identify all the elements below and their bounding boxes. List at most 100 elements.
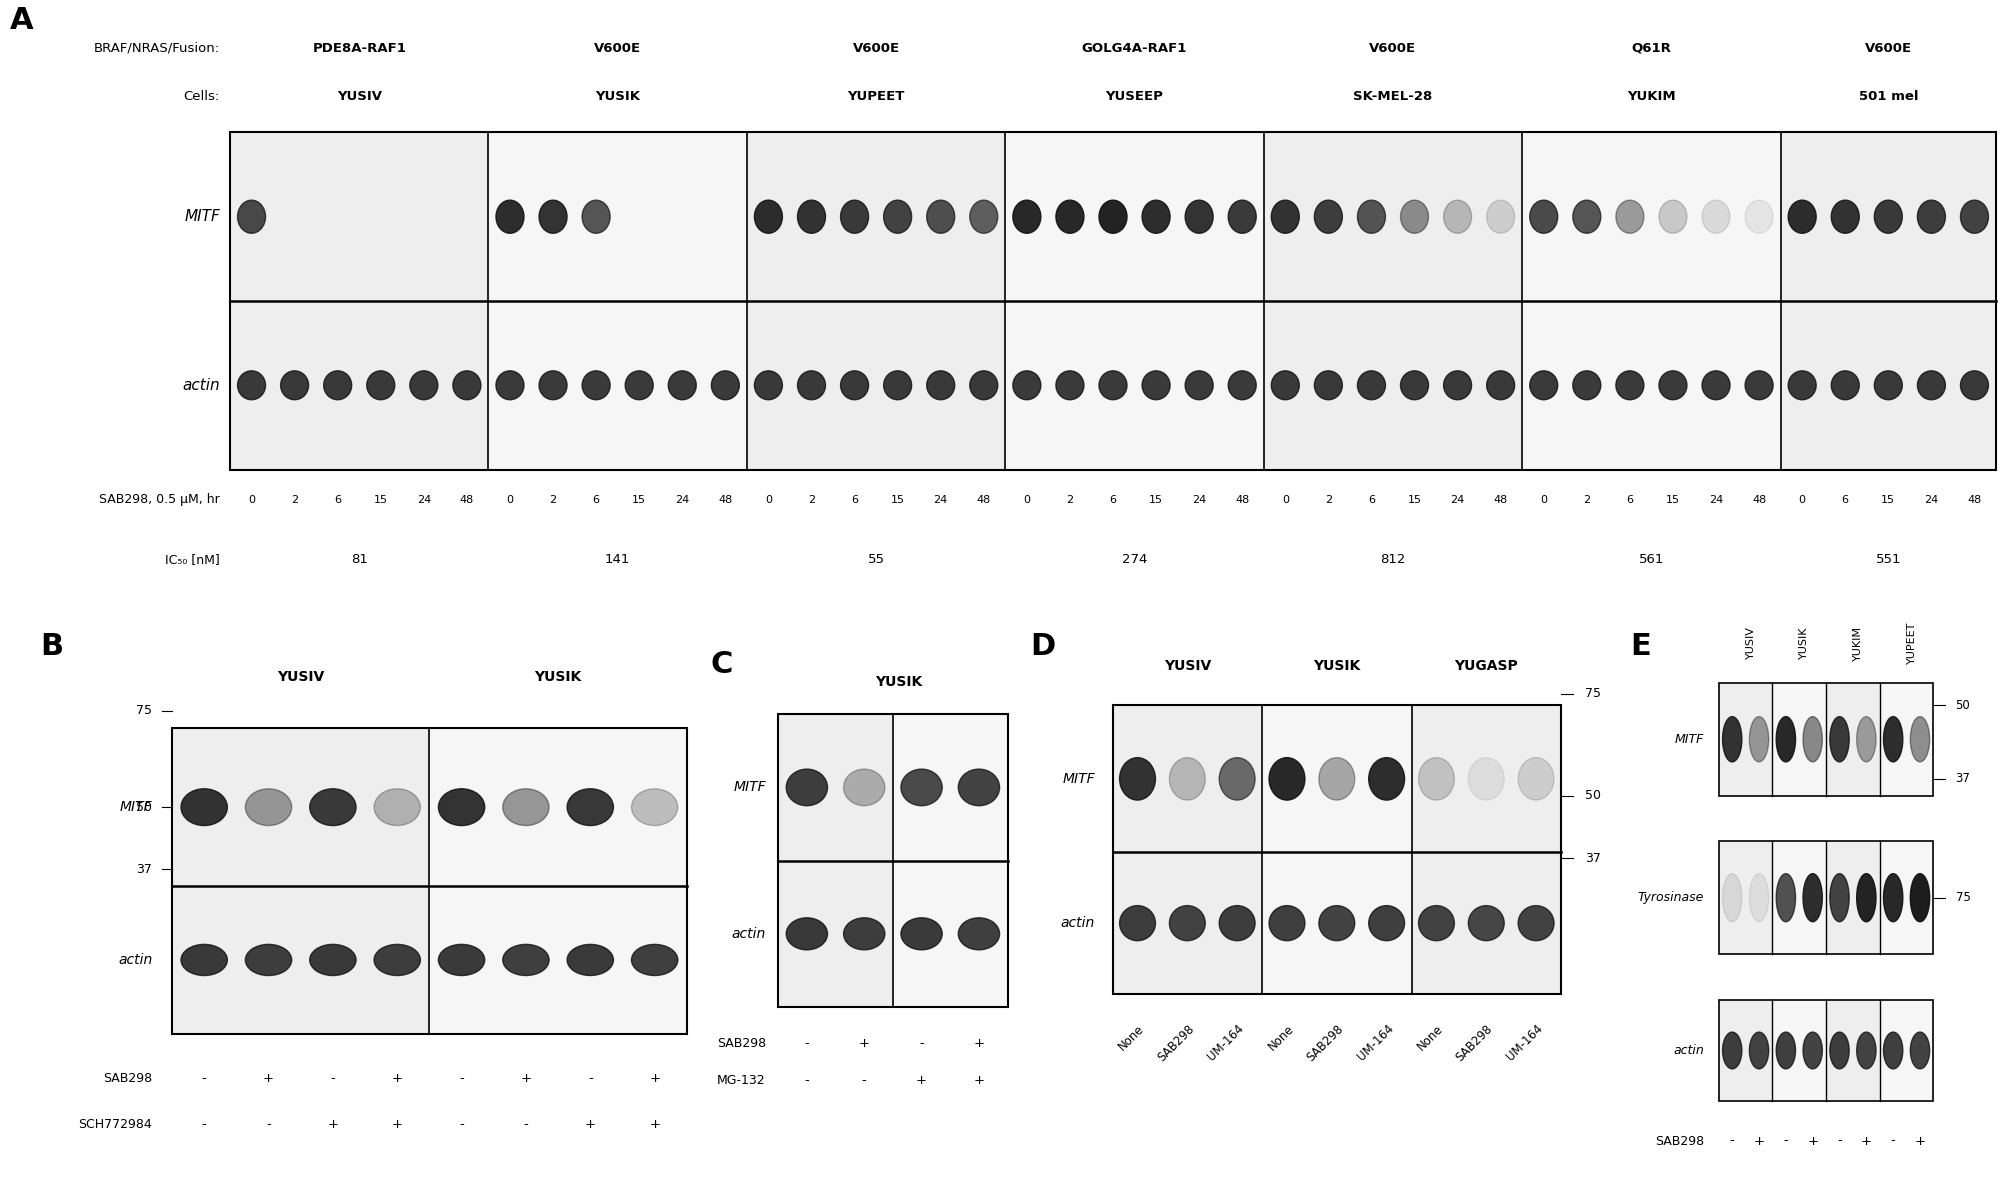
Ellipse shape bbox=[1012, 371, 1040, 400]
Ellipse shape bbox=[1722, 1032, 1742, 1069]
Ellipse shape bbox=[1832, 371, 1860, 400]
Text: 0: 0 bbox=[1798, 495, 1806, 504]
Text: YUSIK: YUSIK bbox=[876, 675, 922, 689]
Bar bbox=[1718, 842, 1772, 955]
Text: 15: 15 bbox=[1666, 495, 1680, 504]
Ellipse shape bbox=[1616, 200, 1644, 234]
Ellipse shape bbox=[1186, 371, 1214, 400]
Text: 75: 75 bbox=[136, 704, 152, 718]
Ellipse shape bbox=[1856, 1032, 1876, 1069]
Ellipse shape bbox=[568, 944, 614, 975]
Text: D: D bbox=[1030, 632, 1056, 661]
Ellipse shape bbox=[958, 769, 1000, 805]
Bar bbox=[1880, 999, 1934, 1102]
Ellipse shape bbox=[1918, 200, 1946, 234]
Bar bbox=[778, 861, 892, 1007]
Text: -: - bbox=[804, 1074, 810, 1087]
Text: PDE8A-RAF1: PDE8A-RAF1 bbox=[312, 42, 406, 54]
Ellipse shape bbox=[1530, 371, 1558, 400]
Text: -: - bbox=[1784, 1134, 1788, 1147]
Bar bbox=[1112, 706, 1262, 852]
Text: -: - bbox=[920, 1037, 924, 1050]
Ellipse shape bbox=[1776, 716, 1796, 762]
Text: SK-MEL-28: SK-MEL-28 bbox=[1354, 90, 1432, 102]
Bar bbox=[746, 301, 1006, 470]
Bar bbox=[1522, 132, 1780, 301]
Ellipse shape bbox=[1884, 1032, 1902, 1069]
Bar bbox=[1826, 999, 1880, 1102]
Ellipse shape bbox=[1572, 200, 1600, 234]
Text: SAB298: SAB298 bbox=[1154, 1022, 1196, 1064]
Bar bbox=[778, 714, 892, 861]
Ellipse shape bbox=[632, 789, 678, 826]
Bar bbox=[1880, 683, 1934, 796]
Text: 812: 812 bbox=[1380, 554, 1406, 566]
Ellipse shape bbox=[502, 789, 550, 826]
Ellipse shape bbox=[1272, 200, 1300, 234]
Text: 0: 0 bbox=[1024, 495, 1030, 504]
Bar bbox=[172, 886, 430, 1033]
Text: 48: 48 bbox=[460, 495, 474, 504]
Ellipse shape bbox=[582, 200, 610, 234]
Text: -: - bbox=[804, 1037, 810, 1050]
Text: YUSIK: YUSIK bbox=[1800, 627, 1810, 660]
Text: YUGASP: YUGASP bbox=[1454, 659, 1518, 673]
Ellipse shape bbox=[798, 371, 826, 400]
Bar bbox=[1772, 683, 1826, 796]
Ellipse shape bbox=[366, 371, 394, 400]
Text: None: None bbox=[1116, 1022, 1146, 1054]
Ellipse shape bbox=[1170, 905, 1206, 940]
Text: 6: 6 bbox=[1842, 495, 1848, 504]
Ellipse shape bbox=[496, 200, 524, 234]
Text: -: - bbox=[330, 1073, 336, 1085]
Ellipse shape bbox=[900, 769, 942, 805]
Ellipse shape bbox=[1918, 371, 1946, 400]
Text: SAB298, 0.5 μM, hr: SAB298, 0.5 μM, hr bbox=[100, 494, 220, 506]
Ellipse shape bbox=[884, 200, 912, 234]
Ellipse shape bbox=[970, 371, 998, 400]
Ellipse shape bbox=[1400, 371, 1428, 400]
Ellipse shape bbox=[1884, 716, 1902, 762]
Ellipse shape bbox=[1142, 371, 1170, 400]
Text: 501 mel: 501 mel bbox=[1858, 90, 1918, 102]
Ellipse shape bbox=[632, 944, 678, 975]
Ellipse shape bbox=[1100, 371, 1126, 400]
Ellipse shape bbox=[1270, 757, 1304, 801]
Ellipse shape bbox=[1186, 200, 1214, 234]
Text: 6: 6 bbox=[1368, 495, 1374, 504]
Ellipse shape bbox=[1518, 757, 1554, 801]
Ellipse shape bbox=[374, 789, 420, 826]
Text: SAB298: SAB298 bbox=[104, 1073, 152, 1085]
Ellipse shape bbox=[1874, 200, 1902, 234]
Ellipse shape bbox=[844, 917, 884, 950]
Ellipse shape bbox=[1856, 874, 1876, 922]
Ellipse shape bbox=[1314, 200, 1342, 234]
Text: E: E bbox=[1630, 632, 1650, 661]
Text: YUPEET: YUPEET bbox=[848, 90, 904, 102]
Text: MITF: MITF bbox=[120, 801, 152, 814]
Ellipse shape bbox=[1228, 371, 1256, 400]
Ellipse shape bbox=[1418, 905, 1454, 940]
Text: 48: 48 bbox=[1968, 495, 1982, 504]
Text: V600E: V600E bbox=[1370, 42, 1416, 54]
Ellipse shape bbox=[754, 371, 782, 400]
Ellipse shape bbox=[1788, 371, 1816, 400]
Text: 0: 0 bbox=[1282, 495, 1288, 504]
Ellipse shape bbox=[1776, 1032, 1796, 1069]
Text: 6: 6 bbox=[334, 495, 342, 504]
Ellipse shape bbox=[1658, 371, 1686, 400]
Ellipse shape bbox=[1804, 716, 1822, 762]
Text: actin: actin bbox=[182, 378, 220, 393]
Ellipse shape bbox=[246, 789, 292, 826]
Ellipse shape bbox=[1702, 371, 1730, 400]
Text: 50: 50 bbox=[1956, 698, 1970, 712]
Ellipse shape bbox=[712, 371, 740, 400]
Ellipse shape bbox=[1830, 716, 1850, 762]
Text: V600E: V600E bbox=[852, 42, 900, 54]
Text: 55: 55 bbox=[868, 554, 884, 566]
Ellipse shape bbox=[182, 944, 228, 975]
Text: +: + bbox=[1808, 1134, 1818, 1147]
Ellipse shape bbox=[900, 917, 942, 950]
Ellipse shape bbox=[496, 371, 524, 400]
Text: YUSIV: YUSIV bbox=[1746, 626, 1756, 660]
